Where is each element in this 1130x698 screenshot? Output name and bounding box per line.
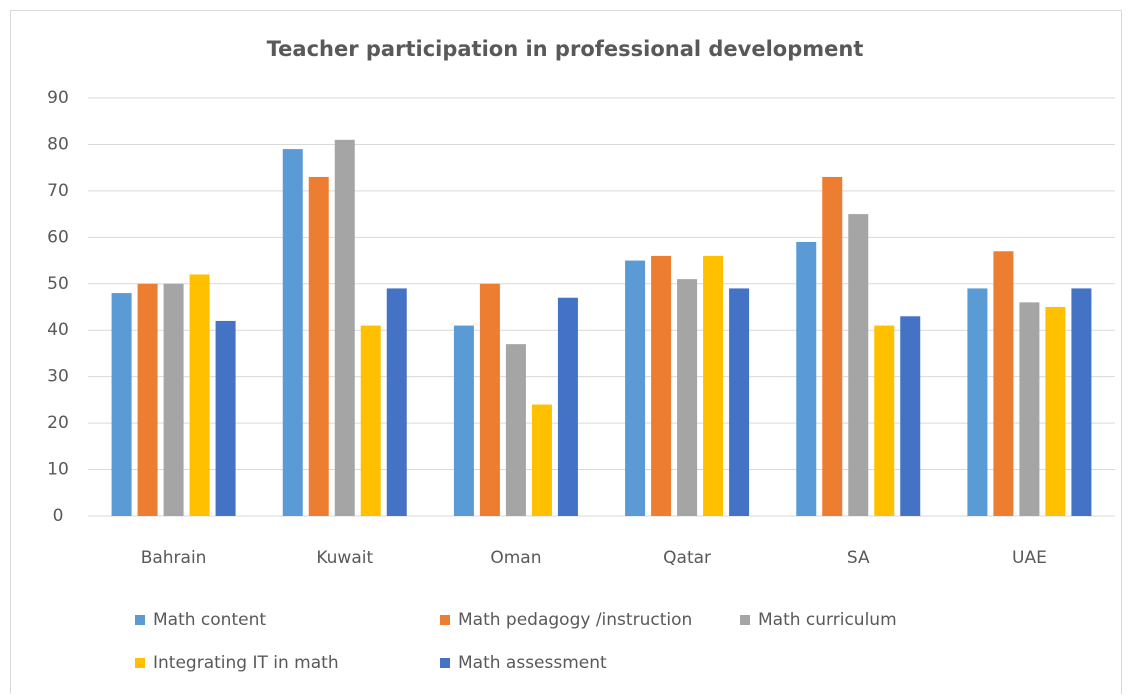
legend-swatch <box>740 615 750 625</box>
y-tick-label: 50 <box>47 274 69 294</box>
bar <box>163 283 184 516</box>
y-tick-label: 0 <box>53 506 64 526</box>
bar <box>967 288 988 516</box>
bar <box>874 325 895 516</box>
bar <box>308 176 329 516</box>
bar <box>111 293 132 516</box>
y-tick-label: 10 <box>47 460 69 480</box>
y-tick-label: 40 <box>47 320 69 340</box>
x-tick-label: Kuwait <box>316 548 373 568</box>
bar <box>677 279 698 516</box>
bar <box>282 149 303 517</box>
legend-swatch <box>135 658 145 668</box>
bar <box>453 325 474 516</box>
bar <box>386 288 407 516</box>
legend-label: Math content <box>153 610 266 630</box>
y-tick-label: 70 <box>47 181 69 201</box>
x-tick-label: Bahrain <box>141 548 207 568</box>
x-tick-label: UAE <box>1012 548 1047 568</box>
bar <box>1019 302 1040 516</box>
y-tick-label: 30 <box>47 367 69 387</box>
bar <box>822 176 843 516</box>
y-tick-label: 80 <box>47 134 69 154</box>
bar <box>557 297 578 516</box>
bar <box>993 251 1014 516</box>
legend-label: Math assessment <box>458 653 607 673</box>
legend-swatch <box>135 615 145 625</box>
bar <box>625 260 646 516</box>
bar <box>848 214 869 516</box>
bar <box>137 283 158 516</box>
bar <box>531 404 552 516</box>
x-tick-label: Qatar <box>663 548 711 568</box>
bar <box>1045 307 1066 516</box>
legend-swatch <box>440 658 450 668</box>
legend-label: Math pedagogy /instruction <box>458 610 692 630</box>
bar <box>703 255 724 516</box>
x-tick-label: SA <box>847 548 870 568</box>
bar <box>729 288 750 516</box>
bar <box>189 274 210 516</box>
bar <box>505 344 526 516</box>
bar <box>796 241 817 516</box>
bar <box>479 283 500 516</box>
x-tick-label: Oman <box>490 548 541 568</box>
legend-label: Integrating IT in math <box>153 653 339 673</box>
y-tick-label: 60 <box>47 227 69 247</box>
bar <box>334 139 355 517</box>
y-tick-label: 90 <box>47 88 69 108</box>
legend-label: Math curriculum <box>758 610 897 630</box>
y-tick-label: 20 <box>47 413 69 433</box>
bar <box>360 325 381 516</box>
chart-title: Teacher participation in professional de… <box>267 37 864 61</box>
bar <box>215 320 236 516</box>
bar <box>651 255 672 516</box>
bar <box>900 316 921 516</box>
bar <box>1071 288 1092 516</box>
legend-swatch <box>440 615 450 625</box>
